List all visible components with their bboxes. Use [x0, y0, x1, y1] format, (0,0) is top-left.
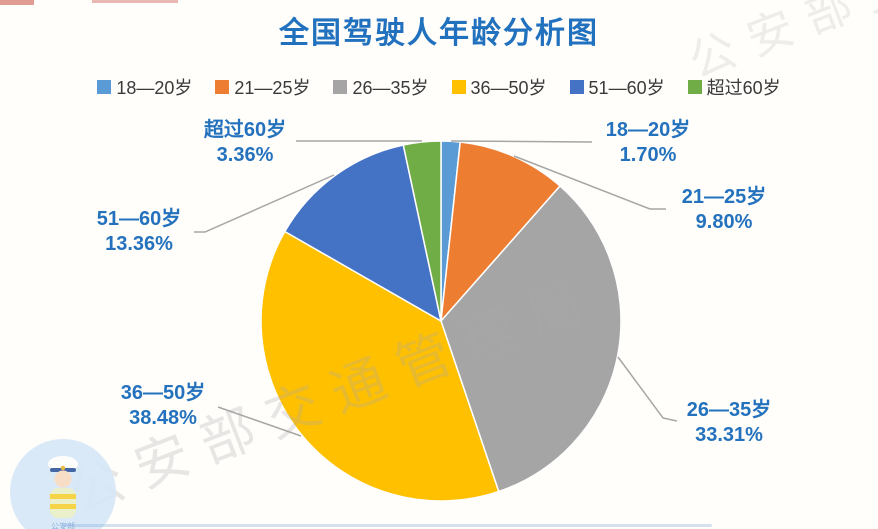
legend-item-3: 36—50岁: [451, 74, 547, 100]
legend-item-4: 51—60岁: [569, 74, 665, 100]
callout-label-5: 超过60岁 3.36%: [204, 118, 286, 168]
legend-item-label: 26—35岁: [352, 78, 429, 98]
leader-line-0: [450, 140, 593, 143]
callout-age-range: 51—60岁: [96, 208, 182, 230]
bottom-edge-line: [62, 524, 712, 527]
callout-age-range: 26—35岁: [686, 399, 772, 421]
callout-age-range: 36—50岁: [120, 382, 206, 404]
callout-percentage: 1.70%: [619, 144, 677, 166]
callout-percentage: 38.48%: [129, 407, 197, 429]
vest-stripe: [50, 504, 76, 509]
callout-percentage: 33.31%: [695, 424, 763, 446]
cap-emblem: [60, 465, 66, 471]
callout-age-range: 21—25岁: [681, 186, 767, 208]
pie-slice-3: [260, 230, 500, 502]
legend-swatch-icon: [687, 80, 702, 94]
pie-slice-1: [440, 141, 562, 324]
legend-item-label: 18—20岁: [116, 78, 193, 98]
leader-line-1: [513, 155, 666, 210]
legend-item-2: 26—35岁: [333, 74, 429, 100]
legend-swatch-icon: [333, 80, 348, 94]
legend-item-5: 超过60岁: [687, 74, 781, 100]
callout-label-4: 51—60岁 13.36%: [97, 207, 182, 257]
callout-label-1: 21—25岁 9.80%: [682, 185, 767, 235]
traffic-police-mascot-badge: 公安部 交通管理局: [10, 439, 116, 529]
callout-percentage: 9.80%: [695, 211, 753, 233]
legend-item-0: 18—20岁: [97, 74, 192, 100]
page-title: 全国驾驶人年龄分析图: [279, 17, 599, 50]
legend-item-label: 超过60岁: [706, 78, 781, 98]
callout-age-range: 18—20岁: [605, 119, 691, 141]
callout-age-range: 超过60岁: [203, 119, 287, 141]
legend-item-1: 21—25岁: [215, 74, 310, 100]
top-red-artifact: [92, 0, 178, 3]
legend-swatch-icon: [451, 80, 466, 94]
officer-face: [54, 470, 72, 488]
pie-slice-5: [402, 140, 442, 322]
top-left-red-artifact: [0, 0, 34, 5]
legend-swatch-icon: [97, 80, 112, 94]
callout-label-2: 26—35岁 33.31%: [687, 398, 772, 448]
pie-slice-2: [440, 184, 622, 493]
pie-chart-svg: [194, 140, 678, 502]
legend-swatch-icon: [569, 80, 584, 94]
legend-item-label: 51—60岁: [588, 78, 665, 98]
legend-item-label: 21—25岁: [234, 78, 311, 98]
leader-line-4: [194, 174, 335, 233]
leader-line-2: [617, 356, 678, 422]
officer-vest: [50, 488, 76, 518]
pie-slice-4: [283, 144, 443, 323]
callout-label-0: 18—20岁 1.70%: [606, 118, 691, 168]
legend-swatch-icon: [215, 80, 230, 94]
vest-stripe: [50, 494, 76, 499]
leader-line-3: [217, 406, 302, 437]
badge-text-top: 公安部: [51, 521, 75, 529]
callout-percentage: 13.36%: [105, 233, 173, 255]
legend-item-label: 36—50岁: [470, 78, 547, 98]
chart-legend: 18—20岁 21—25岁 26—35岁 36—50岁 51—60岁 超过60岁: [0, 74, 878, 100]
callout-label-3: 36—50岁 38.48%: [121, 381, 206, 431]
callout-percentage: 3.36%: [216, 144, 274, 166]
